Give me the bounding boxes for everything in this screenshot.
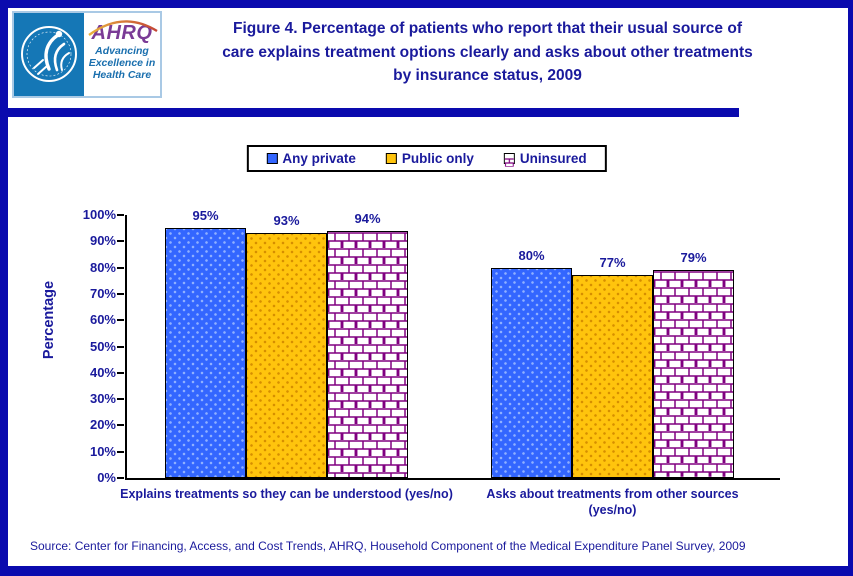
y-tick	[117, 424, 124, 427]
x-category-label: Explains treatments so they can be under…	[120, 487, 453, 501]
bar-public-only-group2	[572, 275, 653, 478]
figure-title: Figure 4. Percentage of patients who rep…	[222, 20, 753, 84]
legend-marker-icon	[266, 153, 278, 164]
y-tick-label: 70%	[89, 285, 116, 301]
ahrq-logo-text-block: AHRQ Advancing Excellence in Health Care	[84, 13, 160, 96]
y-tick	[117, 371, 124, 374]
legend-item: Uninsured	[503, 151, 587, 167]
ahrq-acronym: AHRQ	[91, 22, 153, 44]
legend-label: Uninsured	[519, 151, 587, 166]
y-tick-label: 0%	[97, 470, 116, 485]
bar-value-label: 93%	[273, 213, 300, 229]
plot-area	[125, 215, 780, 480]
bar-uninsured-group2	[653, 270, 734, 478]
y-tick	[117, 214, 124, 216]
legend-item: Public only	[385, 151, 474, 166]
ahrq-tagline: Advancing Excellence in Health Care	[88, 45, 156, 81]
bar-uninsured-group1	[327, 230, 408, 478]
bar-value-label: 80%	[518, 247, 545, 263]
hhs-eagle-icon	[21, 26, 77, 82]
legend-marker-icon	[503, 153, 515, 167]
legend-label: Any private	[282, 151, 356, 166]
y-tick-label: 60%	[89, 312, 116, 328]
y-tick-label: 50%	[89, 338, 116, 354]
hhs-seal	[14, 13, 84, 96]
y-tick-label: 100%	[82, 207, 116, 222]
bar-value-label: 79%	[680, 250, 707, 266]
y-tick-label: 20%	[89, 417, 116, 433]
legend-marker-icon	[385, 153, 397, 164]
source-note: Source: Center for Financing, Access, an…	[30, 539, 746, 553]
y-tick	[117, 240, 124, 243]
legend: Any private Public only Uninsured	[246, 145, 607, 172]
y-tick-label: 90%	[89, 233, 116, 249]
y-tick	[117, 292, 124, 295]
y-tick	[117, 398, 124, 401]
bar-any-private-group2	[491, 267, 572, 478]
y-tick-label: 10%	[89, 443, 116, 459]
bar-public-only-group1	[246, 233, 327, 478]
bar-value-label: 95%	[192, 208, 219, 224]
y-tick	[117, 345, 124, 348]
bar-value-label: 94%	[354, 210, 381, 226]
rainbow-arc-icon	[88, 20, 158, 36]
ahrq-logo: AHRQ Advancing Excellence in Health Care	[12, 11, 162, 98]
y-tick	[117, 477, 124, 479]
y-axis-title: Percentage	[41, 280, 57, 360]
legend-item: Any private	[266, 151, 356, 166]
x-category-label: Asks about treatments from other sources…	[486, 487, 739, 517]
y-tick-label: 80%	[89, 259, 116, 275]
y-tick	[117, 450, 124, 453]
y-tick	[117, 266, 124, 269]
y-tick	[117, 319, 124, 322]
bar-any-private-group1	[165, 228, 246, 478]
legend-label: Public only	[401, 151, 474, 166]
bar-value-label: 77%	[599, 255, 626, 271]
y-tick-label: 30%	[89, 391, 116, 407]
y-tick-label: 40%	[89, 364, 116, 380]
header-divider	[0, 108, 739, 117]
